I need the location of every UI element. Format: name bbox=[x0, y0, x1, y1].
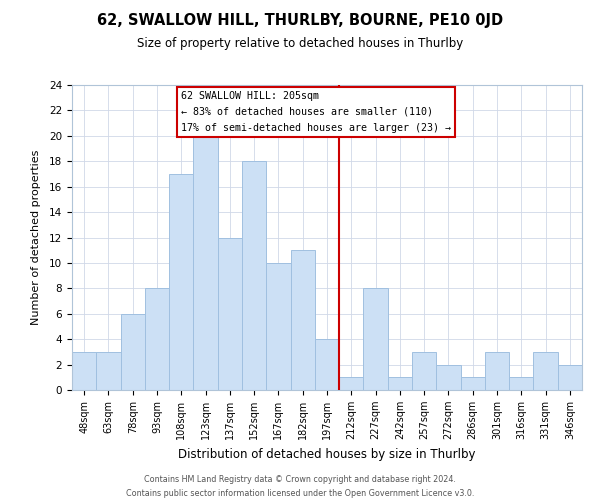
Text: Size of property relative to detached houses in Thurlby: Size of property relative to detached ho… bbox=[137, 38, 463, 51]
Bar bbox=[145, 288, 169, 390]
Bar bbox=[388, 378, 412, 390]
Bar bbox=[509, 378, 533, 390]
Text: Contains HM Land Registry data © Crown copyright and database right 2024.
Contai: Contains HM Land Registry data © Crown c… bbox=[126, 476, 474, 498]
Bar bbox=[218, 238, 242, 390]
Bar bbox=[533, 352, 558, 390]
Bar bbox=[290, 250, 315, 390]
Bar bbox=[436, 364, 461, 390]
Bar bbox=[485, 352, 509, 390]
Bar bbox=[242, 162, 266, 390]
Bar bbox=[121, 314, 145, 390]
Bar bbox=[558, 364, 582, 390]
Bar bbox=[169, 174, 193, 390]
Text: 62, SWALLOW HILL, THURLBY, BOURNE, PE10 0JD: 62, SWALLOW HILL, THURLBY, BOURNE, PE10 … bbox=[97, 12, 503, 28]
Bar bbox=[315, 339, 339, 390]
Bar bbox=[461, 378, 485, 390]
X-axis label: Distribution of detached houses by size in Thurlby: Distribution of detached houses by size … bbox=[178, 448, 476, 460]
Y-axis label: Number of detached properties: Number of detached properties bbox=[31, 150, 41, 325]
Bar bbox=[266, 263, 290, 390]
Bar bbox=[339, 378, 364, 390]
Bar bbox=[72, 352, 96, 390]
Bar bbox=[364, 288, 388, 390]
Text: 62 SWALLOW HILL: 205sqm
← 83% of detached houses are smaller (110)
17% of semi-d: 62 SWALLOW HILL: 205sqm ← 83% of detache… bbox=[181, 92, 451, 132]
Bar bbox=[96, 352, 121, 390]
Bar bbox=[412, 352, 436, 390]
Bar bbox=[193, 136, 218, 390]
